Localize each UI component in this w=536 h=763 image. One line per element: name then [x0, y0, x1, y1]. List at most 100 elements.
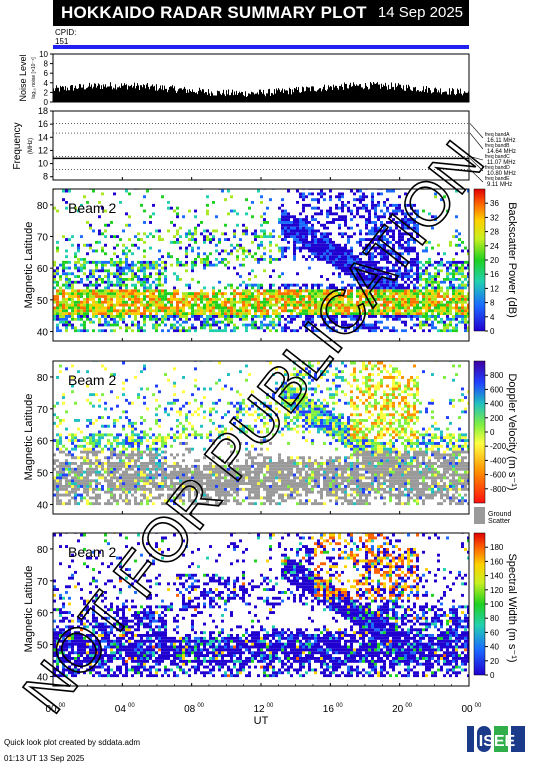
data-cell [293, 258, 296, 261]
data-cell [260, 326, 263, 330]
data-cell [251, 232, 254, 236]
data-cell [230, 306, 233, 310]
data-cell [269, 275, 272, 278]
data-cell [155, 266, 158, 270]
data-cell [317, 329, 320, 333]
data-cell [80, 317, 83, 321]
data-cell [380, 223, 383, 227]
data-cell [242, 487, 245, 491]
data-cell [143, 364, 146, 368]
data-cell [176, 278, 179, 281]
data-cell [71, 433, 74, 437]
data-cell [209, 326, 212, 330]
data-cell [320, 303, 323, 307]
data-cell [68, 323, 71, 327]
data-cell [413, 218, 416, 221]
data-cell [167, 378, 170, 382]
data-cell [413, 263, 416, 267]
data-cell [56, 297, 59, 301]
data-cell [377, 320, 380, 324]
data-cell [59, 263, 62, 267]
data-cell [347, 240, 350, 244]
data-cell [206, 195, 209, 199]
data-cell [389, 329, 392, 333]
data-cell [221, 485, 224, 488]
data-cell [188, 238, 191, 241]
data-cell [245, 283, 248, 287]
data-cell [323, 303, 326, 307]
data-cell [110, 470, 113, 474]
data-cell [272, 297, 275, 301]
data-cell [281, 303, 284, 307]
data-cell [146, 260, 149, 264]
data-cell [359, 315, 362, 318]
data-cell [311, 286, 314, 290]
data-cell [467, 292, 469, 296]
data-cell [401, 295, 404, 298]
data-cell [173, 209, 176, 213]
data-cell [422, 329, 425, 333]
data-cell [101, 447, 104, 451]
data-cell [410, 315, 413, 318]
data-cell [116, 272, 119, 276]
data-cell [77, 297, 80, 301]
data-cell [464, 326, 467, 330]
data-cell [173, 306, 176, 310]
data-cell [296, 306, 299, 310]
data-cell [113, 283, 116, 287]
data-cell [344, 243, 347, 247]
data-cell [143, 419, 146, 422]
data-cell [59, 278, 62, 281]
data-cell [65, 286, 68, 290]
data-cell [386, 255, 389, 259]
data-cell [218, 361, 221, 365]
data-cell [122, 442, 125, 445]
data-cell [200, 424, 203, 428]
data-cell [323, 232, 326, 236]
data-cell [416, 229, 419, 233]
data-cell [122, 300, 125, 304]
data-cell [467, 295, 469, 298]
data-cell [74, 479, 77, 483]
data-cell [407, 309, 410, 313]
data-cell [53, 206, 56, 210]
data-cell [323, 243, 326, 247]
data-cell [257, 286, 260, 290]
data-cell [77, 439, 80, 442]
data-cell [146, 306, 149, 310]
data-cell [176, 476, 179, 480]
data-cell [149, 292, 152, 296]
data-cell [230, 195, 233, 199]
data-cell [206, 485, 209, 488]
data-cell [221, 493, 224, 497]
data-cell [89, 450, 92, 454]
data-cell [119, 275, 122, 278]
data-cell [92, 436, 95, 440]
data-cell [74, 496, 77, 500]
data-cell [395, 280, 398, 284]
data-cell [218, 436, 221, 440]
data-cell [125, 496, 128, 500]
data-cell [62, 401, 65, 405]
data-cell [308, 246, 311, 250]
data-cell [371, 246, 374, 250]
frequency-tick-label: 8 [43, 172, 48, 182]
data-cell [95, 439, 98, 442]
data-cell [173, 289, 176, 293]
data-cell [95, 499, 98, 503]
data-cell [353, 303, 356, 307]
data-cell [146, 303, 149, 307]
data-cell [347, 226, 350, 230]
data-cell [125, 473, 128, 477]
data-cell [206, 212, 209, 216]
data-cell [455, 312, 458, 315]
data-cell [155, 289, 158, 293]
data-cell [317, 252, 320, 256]
data-cell [401, 243, 404, 247]
data-cell [350, 286, 353, 290]
data-cell [206, 258, 209, 261]
data-cell [401, 275, 404, 278]
data-cell [236, 243, 239, 247]
latitude-tick-label: 50 [37, 296, 49, 307]
data-cell [86, 502, 89, 506]
